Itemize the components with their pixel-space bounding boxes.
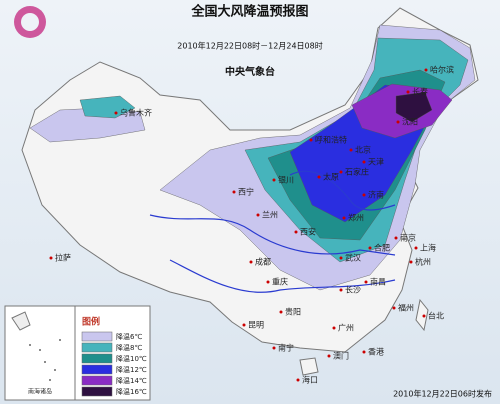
city-dot — [272, 346, 276, 350]
city-dot — [409, 260, 413, 264]
city-dot — [362, 160, 366, 164]
city-dot — [332, 326, 336, 330]
city-dot — [232, 190, 236, 194]
city-label: 广州 — [338, 323, 354, 333]
city-dot — [362, 193, 366, 197]
city-label: 上海 — [420, 243, 436, 253]
city-dot — [349, 148, 353, 152]
city-dot — [266, 280, 270, 284]
inset-islands — [29, 339, 61, 381]
city-label: 太原 — [323, 172, 339, 182]
city-dot — [362, 350, 366, 354]
city-label: 澳门 — [333, 351, 349, 361]
city-dot — [249, 260, 253, 264]
city-label: 杭州 — [415, 257, 431, 267]
issuer: 中央气象台 — [225, 65, 275, 78]
city-label: 石家庄 — [345, 167, 369, 177]
city-label: 拉萨 — [55, 253, 71, 263]
title: 全国大风降温预报图 — [190, 4, 308, 20]
inset-land — [11, 311, 31, 331]
city-dot — [394, 236, 398, 240]
city-labels: 乌鲁木齐拉萨西宁兰州银川呼和浩特太原石家庄北京天津济南郑州西安成都重庆武汉合肥南… — [49, 65, 454, 385]
legend-label: 降温12℃ — [116, 365, 147, 374]
city-dot — [396, 120, 400, 124]
legend-swatch — [81, 342, 113, 353]
city-dot — [317, 175, 321, 179]
city-dot — [339, 288, 343, 292]
inset-label: 南海诸岛 — [28, 388, 52, 396]
city-label: 南宁 — [278, 343, 294, 353]
city-label: 郑州 — [348, 213, 364, 223]
legend-label: 降温16℃ — [116, 387, 147, 396]
legend-swatch — [81, 353, 113, 364]
city-label: 长沙 — [345, 285, 361, 295]
city-dot — [279, 310, 283, 314]
city-label: 北京 — [355, 145, 371, 155]
city-dot — [272, 178, 276, 182]
cooling-zone — [79, 95, 136, 119]
city-dot — [424, 68, 428, 72]
city-dot — [364, 280, 368, 284]
cooling-zone — [395, 91, 433, 123]
legend-label: 降温10℃ — [116, 354, 147, 363]
city-label: 南京 — [400, 233, 416, 243]
logo-inner — [21, 13, 39, 31]
city-label: 贵阳 — [285, 307, 301, 317]
city-dot — [114, 111, 118, 115]
rivers — [149, 170, 396, 293]
city-label: 长春 — [412, 87, 428, 97]
sea-island-taiwan — [415, 298, 429, 332]
city-label: 武汉 — [345, 253, 361, 263]
legend-swatch — [81, 375, 113, 386]
city-dot — [339, 170, 343, 174]
city-dot — [339, 256, 343, 260]
city-dot — [309, 138, 313, 142]
city-label: 合肥 — [374, 243, 390, 253]
legend-items: 降温6℃ 降温8℃ 降温10℃ 降温12℃ 降温14℃ 降温16℃ — [81, 331, 147, 397]
city-label: 沈阳 — [402, 117, 418, 127]
city-label: 香港 — [368, 347, 384, 357]
city-label: 重庆 — [272, 277, 288, 287]
city-label: 台北 — [428, 311, 444, 321]
city-dot — [256, 213, 260, 217]
city-label: 济南 — [368, 190, 384, 200]
city-dot — [392, 306, 396, 310]
city-label: 南昌 — [370, 277, 386, 287]
city-dot — [242, 323, 246, 327]
legend-title: 图例 — [82, 316, 100, 328]
legend-label: 降温8℃ — [116, 343, 142, 352]
city-dot — [327, 354, 331, 358]
city-dot — [342, 216, 346, 220]
city-dot — [422, 314, 426, 318]
city-label: 西宁 — [238, 187, 254, 197]
city-label: 兰州 — [262, 210, 278, 220]
city-label: 昆明 — [248, 321, 264, 330]
legend-swatch — [81, 364, 113, 375]
city-label: 哈尔滨 — [430, 65, 454, 75]
city-label: 成都 — [255, 257, 271, 267]
legend-label: 降温14℃ — [116, 376, 147, 385]
city-dot — [49, 256, 53, 260]
period: 2010年12月22日08时－12月24日08时 — [177, 41, 322, 51]
city-dot — [368, 246, 372, 250]
legend-swatch — [81, 331, 113, 342]
city-label: 银川 — [278, 175, 294, 185]
city-dot — [294, 230, 298, 234]
city-label: 西安 — [300, 227, 316, 237]
city-label: 呼和浩特 — [315, 135, 347, 145]
city-label: 乌鲁木齐 — [120, 108, 152, 118]
legend-swatch — [81, 386, 113, 397]
city-label: 海口 — [302, 375, 318, 385]
city-dot — [296, 378, 300, 382]
hainan — [299, 357, 319, 376]
city-label: 天津 — [368, 157, 384, 167]
city-dot — [406, 90, 410, 94]
city-label: 福州 — [398, 304, 414, 313]
footer: 2010年12月22日06时发布 — [393, 389, 492, 399]
legend-label: 降温6℃ — [116, 332, 142, 341]
city-dot — [414, 246, 418, 250]
